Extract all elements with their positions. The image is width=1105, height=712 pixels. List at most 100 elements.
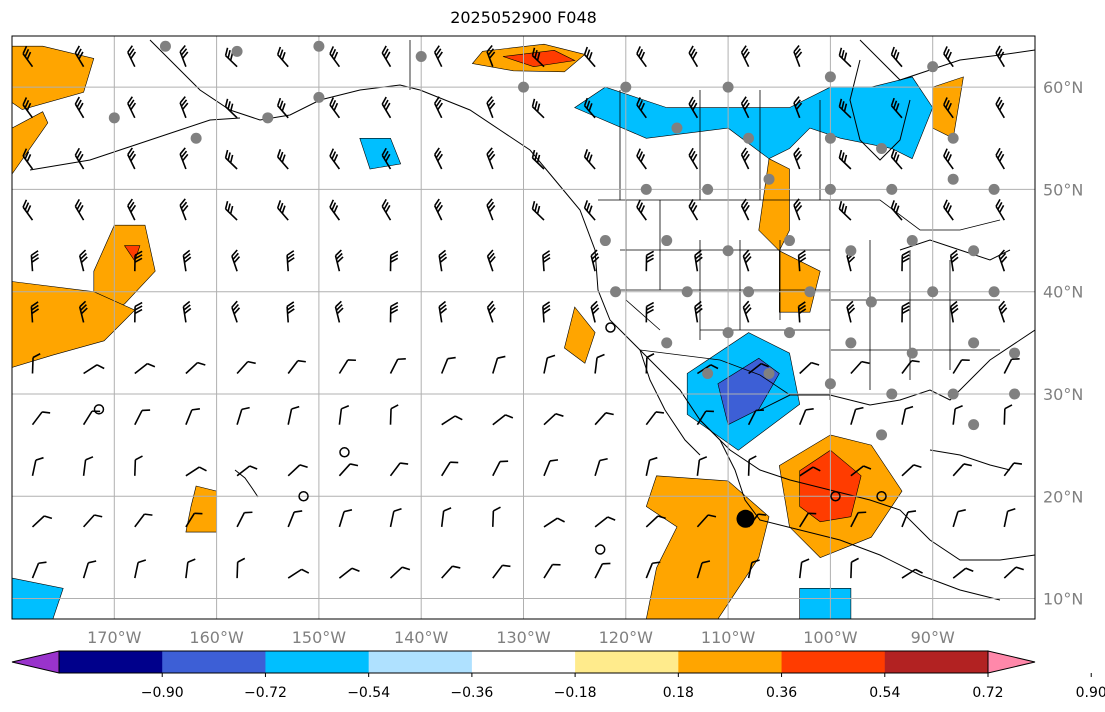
- wind-barb: [901, 250, 910, 272]
- wind-barb: [236, 511, 253, 528]
- shaded-region-hawaii-positive: [185, 485, 217, 533]
- open-circle-marker: [605, 322, 616, 333]
- wind-barb: [30, 301, 40, 323]
- marker-layer: [93, 322, 887, 555]
- mexico-pacific-coast: [699, 419, 1001, 601]
- wind-barb: [338, 509, 353, 528]
- wind-barb: [636, 148, 647, 170]
- wind-barb: [850, 511, 867, 528]
- wind-barb: [31, 561, 47, 579]
- wind-barb: [82, 410, 101, 426]
- wind-barb: [645, 515, 666, 528]
- colorbar-segment: [678, 651, 783, 673]
- wind-barb: [22, 97, 34, 119]
- colorbar-segment: [265, 651, 370, 673]
- wind-barb: [134, 513, 153, 528]
- wind-barb: [185, 512, 203, 528]
- wind-barb: [381, 45, 392, 68]
- station-dot: [722, 245, 734, 257]
- wind-barb: [594, 353, 605, 374]
- lat-tick-label: 40°N: [1043, 283, 1083, 302]
- open-circle-marker: [594, 544, 606, 555]
- station-dot: [845, 337, 857, 349]
- station-dot: [702, 183, 714, 195]
- station-dot: [906, 347, 918, 359]
- station-dot: [743, 286, 755, 298]
- wind-barb: [338, 567, 360, 579]
- station-dot: [610, 286, 622, 298]
- wind-barb: [799, 512, 817, 528]
- colorbar-extend-high: [987, 650, 1036, 674]
- wind-barb: [1003, 404, 1013, 425]
- lat-tick-label: 30°N: [1043, 385, 1083, 404]
- wind-barb: [329, 148, 341, 170]
- wind-barb: [236, 465, 258, 477]
- wind-barb: [287, 464, 308, 477]
- wind-barb: [901, 510, 917, 528]
- wind-barb: [594, 412, 614, 426]
- wind-barb: [185, 361, 206, 375]
- wind-barb: [1003, 358, 1020, 374]
- station-dot: [968, 337, 980, 349]
- wind-barb: [543, 413, 564, 426]
- station-dot: [159, 40, 171, 52]
- wind-barb: [31, 353, 41, 374]
- wind-barb: [486, 249, 496, 272]
- station-dot: [518, 81, 529, 93]
- wind-barb: [83, 514, 103, 528]
- wind-barb: [636, 199, 647, 221]
- wind-barb: [334, 249, 344, 272]
- wind-barb: [747, 409, 764, 426]
- wind-barb: [182, 300, 192, 323]
- lon-tick-label: 150°W: [292, 628, 347, 647]
- wind-barb: [696, 514, 717, 528]
- wind-barb: [287, 359, 306, 374]
- wind-barb: [486, 45, 496, 67]
- wind-barb: [838, 98, 852, 119]
- wind-barb: [949, 300, 959, 323]
- wind-barb: [594, 562, 611, 579]
- great-lakes: [899, 239, 1011, 261]
- wind-barb: [182, 249, 192, 272]
- wind-barb: [694, 249, 703, 272]
- station-dots-layer: [108, 40, 1021, 441]
- wind-barb: [286, 250, 295, 272]
- wind-barb: [1003, 566, 1024, 579]
- wind-barb: [636, 46, 647, 68]
- us-mexico-border: [639, 349, 791, 396]
- station-dot: [702, 368, 714, 380]
- colorbar-outline: [58, 650, 989, 674]
- filled-marker: [736, 509, 755, 528]
- colorbar-tick-label: 0.90: [1076, 685, 1105, 701]
- wind-barb: [531, 47, 545, 68]
- station-dot: [262, 112, 274, 124]
- wind-barb: [901, 359, 920, 374]
- wind-barb: [338, 359, 356, 374]
- wind-barb: [338, 404, 350, 425]
- wind-barb: [793, 147, 803, 170]
- colorbar: [11, 650, 1036, 674]
- wind-barb: [82, 456, 94, 476]
- wind-barb: [998, 300, 1008, 323]
- wind-barb: [583, 149, 596, 170]
- wind-barbs-layer: [22, 45, 1024, 579]
- shaded-region-canada-negative: [574, 76, 934, 160]
- wind-barb: [594, 457, 608, 477]
- wind-barb: [492, 506, 501, 527]
- lon-tick-label: 100°W: [803, 628, 858, 647]
- colorbar-tick-label: −0.18: [554, 685, 597, 701]
- wind-barb: [1003, 508, 1016, 528]
- station-dot: [231, 45, 243, 57]
- wind-barb: [890, 200, 903, 221]
- wind-barb: [850, 465, 872, 477]
- wind-barb: [798, 558, 810, 579]
- wind-barb: [696, 456, 708, 476]
- wind-barb: [74, 96, 85, 119]
- wind-barb: [688, 147, 699, 170]
- lon-tick-label: 120°W: [599, 628, 654, 647]
- wind-barb: [31, 515, 53, 528]
- lon-tick-label: 130°W: [496, 628, 551, 647]
- wind-barb: [694, 300, 703, 323]
- wind-barb: [31, 411, 51, 426]
- chart-title: 2025052900 F048: [450, 8, 597, 27]
